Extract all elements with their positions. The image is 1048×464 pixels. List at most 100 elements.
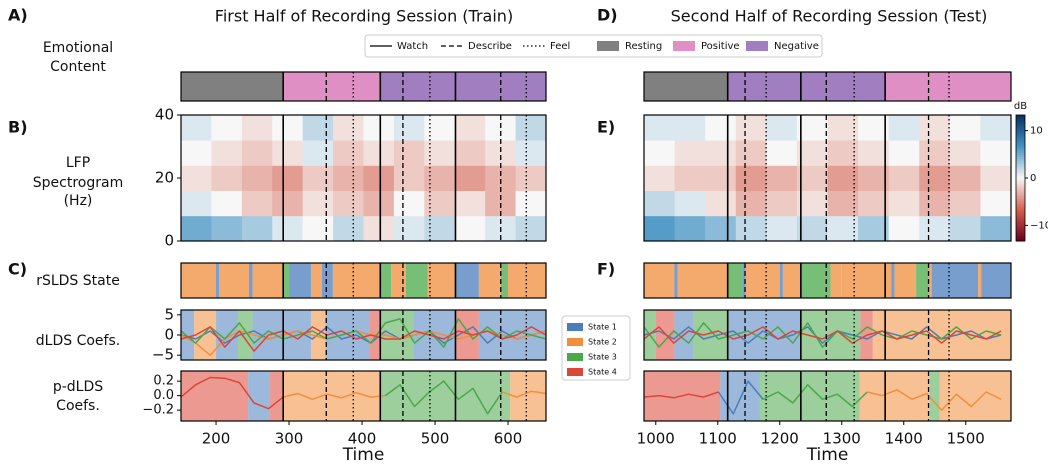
state-segment bbox=[405, 263, 428, 298]
row-label: dLDS Coefs. bbox=[36, 333, 120, 349]
spectrogram-cell bbox=[919, 115, 951, 141]
state-segment bbox=[894, 263, 917, 298]
state-segment bbox=[332, 263, 381, 298]
colorbar-step bbox=[1016, 238, 1025, 242]
state-segment bbox=[742, 263, 746, 298]
spectrogram-cell bbox=[827, 190, 859, 217]
spectrogram-cell bbox=[393, 115, 425, 141]
legend-label: Feel bbox=[550, 41, 570, 52]
state-segment bbox=[321, 263, 333, 298]
state-background bbox=[194, 310, 217, 360]
state-segment bbox=[745, 263, 780, 298]
spectrogram-cell bbox=[363, 215, 395, 242]
colorbar-tick-label: −10 bbox=[1030, 220, 1048, 231]
spectrogram-cell bbox=[363, 190, 395, 217]
emotion-segment bbox=[800, 72, 886, 101]
panel-frame bbox=[180, 370, 547, 422]
colorbar-label: dB bbox=[1014, 101, 1027, 112]
state-segment bbox=[508, 263, 546, 298]
spectrogram-cell bbox=[485, 165, 516, 191]
state-segment bbox=[782, 263, 801, 298]
spectrogram-cell bbox=[796, 215, 828, 242]
spectrogram-cell bbox=[674, 115, 706, 141]
x-tick-label: 400 bbox=[348, 430, 377, 448]
state-legend-box bbox=[561, 315, 631, 381]
colorbar-step bbox=[1016, 142, 1025, 145]
spectrogram-cell bbox=[211, 115, 243, 141]
spectrogram-cell bbox=[393, 190, 425, 217]
spectrogram-cell bbox=[919, 215, 951, 242]
spectrogram-cell bbox=[644, 215, 675, 242]
spectrogram-cell bbox=[980, 115, 1012, 141]
colorbar-step bbox=[1016, 150, 1025, 154]
coefficient-line bbox=[384, 380, 503, 415]
colorbar-step bbox=[1016, 175, 1025, 179]
spectrogram-cell bbox=[766, 115, 798, 141]
spectrogram-cell bbox=[766, 190, 798, 217]
panel-frame bbox=[180, 309, 547, 361]
spectrogram-cell bbox=[949, 190, 981, 217]
legend-patch bbox=[597, 41, 619, 51]
spectrogram-cell bbox=[766, 165, 798, 191]
spectrogram-cell bbox=[515, 190, 547, 217]
state-background bbox=[216, 310, 238, 360]
panel-label: C) bbox=[8, 260, 27, 279]
state-segment bbox=[830, 263, 842, 298]
colorbar-tick-label: 10 bbox=[1030, 126, 1043, 137]
state-segment bbox=[310, 263, 322, 298]
spectrogram-cell bbox=[181, 165, 212, 191]
panel-frame bbox=[643, 71, 1012, 102]
spectrogram-cell bbox=[949, 165, 981, 191]
colorbar-step bbox=[1016, 157, 1025, 160]
spectrogram-cell bbox=[674, 190, 706, 217]
colorbar-step bbox=[1016, 163, 1025, 166]
colorbar-step bbox=[1016, 220, 1025, 223]
legend-box bbox=[364, 34, 823, 58]
colorbar-step bbox=[1016, 121, 1025, 124]
state-legend-label: State 1 bbox=[588, 323, 617, 332]
state-segment bbox=[216, 263, 219, 298]
spectrogram-cell bbox=[858, 215, 890, 242]
spectrogram-cell bbox=[485, 140, 516, 166]
state-segment bbox=[181, 263, 217, 298]
legend-label: Describe bbox=[468, 41, 512, 52]
panel-frame bbox=[180, 114, 547, 242]
row-label: (Hz) bbox=[64, 193, 93, 209]
spectrogram-cell bbox=[858, 115, 890, 141]
spectrogram-cell bbox=[272, 215, 304, 242]
state-background bbox=[478, 310, 546, 360]
x-tick-label: 1300 bbox=[823, 430, 861, 448]
spectrogram-cell bbox=[272, 115, 304, 141]
panel-label: B) bbox=[8, 118, 28, 137]
column-title: First Half of Recording Session (Train) bbox=[215, 7, 513, 26]
spectrogram-cell bbox=[181, 190, 212, 217]
y-tick-label: 0 bbox=[164, 326, 174, 344]
colorbar-step bbox=[1016, 209, 1025, 213]
state-segment bbox=[252, 263, 284, 298]
x-axis-label: Time bbox=[806, 445, 849, 464]
spectrogram-cell bbox=[888, 140, 920, 166]
spectrogram-cell bbox=[454, 115, 486, 141]
state-background bbox=[759, 371, 860, 421]
state-segment bbox=[218, 263, 249, 298]
coefficient-line bbox=[643, 326, 1002, 344]
colorbar-step bbox=[1016, 236, 1025, 240]
colorbar-step bbox=[1016, 115, 1025, 118]
colorbar-step bbox=[1016, 136, 1025, 139]
spectrogram-cell bbox=[363, 115, 395, 141]
y-tick-label: 5 bbox=[164, 305, 174, 323]
state-segment bbox=[248, 263, 253, 298]
colorbar-step bbox=[1016, 192, 1025, 196]
row-label: Content bbox=[50, 59, 106, 75]
spectrogram-cell bbox=[644, 165, 675, 191]
colorbar-step bbox=[1016, 194, 1025, 198]
y-tick-label: 0.2 bbox=[153, 374, 174, 389]
spectrogram-cell bbox=[888, 215, 920, 242]
spectrogram-cell bbox=[674, 165, 706, 191]
colorbar-step bbox=[1016, 127, 1025, 131]
state-segment bbox=[391, 263, 406, 298]
spectrogram-cell bbox=[766, 140, 798, 166]
state-background bbox=[720, 371, 760, 421]
colorbar-step bbox=[1016, 159, 1025, 162]
spectrogram-cell bbox=[454, 215, 486, 242]
